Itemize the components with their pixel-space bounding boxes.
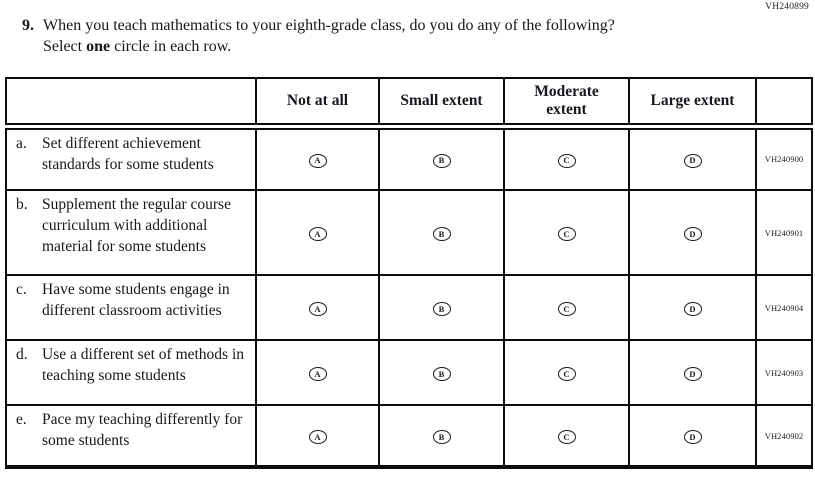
accession-code-row-c: VH240904 — [755, 274, 813, 341]
question-text-bold-one: one — [86, 38, 111, 55]
row-b-option-B[interactable]: B — [432, 226, 451, 241]
column-header-moderate-extent: Moderate extent — [503, 77, 630, 130]
column-header-not-at-all: Not at all — [255, 77, 380, 130]
row-a-option-C[interactable]: C — [557, 153, 576, 168]
question-block: 9. When you teach mathematics to your ei… — [22, 15, 662, 57]
option-cell: C — [503, 189, 630, 276]
table-row-e: e. Pace my teaching differently for some… — [5, 404, 813, 469]
row-label: Set different achievement standards for … — [42, 134, 214, 173]
question-text-part1: When you teach mathematics to your eight… — [43, 17, 615, 55]
statement-cell-a: a. Set different achievement standards f… — [5, 125, 257, 191]
option-cell: D — [628, 404, 757, 469]
response-grid: Not at all Small extent Moderate extent … — [5, 77, 813, 469]
option-cell: C — [503, 404, 630, 469]
column-header-blank — [5, 77, 257, 130]
option-cell: D — [628, 339, 757, 406]
row-b-option-C[interactable]: C — [557, 226, 576, 241]
option-cell: A — [255, 404, 380, 469]
row-c-option-C[interactable]: C — [557, 301, 576, 316]
option-cell: C — [503, 339, 630, 406]
table-row-a: a. Set different achievement standards f… — [5, 125, 813, 191]
option-cell: C — [503, 274, 630, 341]
row-letter: b. — [16, 196, 28, 213]
option-cell: D — [628, 189, 757, 276]
row-a-option-D[interactable]: D — [683, 153, 702, 168]
table-row-c: c. Have some students engage in differen… — [5, 274, 813, 341]
row-label: Have some students engage in different c… — [42, 281, 230, 319]
statement-cell-d: d. Use a different set of methods in tea… — [5, 339, 257, 406]
row-d-option-B[interactable]: B — [432, 366, 451, 381]
option-cell: D — [628, 125, 757, 191]
row-c-option-D[interactable]: D — [683, 301, 702, 316]
accession-code-row-d: VH240903 — [755, 339, 813, 406]
question-number: 9. — [22, 17, 34, 34]
option-cell: A — [255, 125, 380, 191]
option-cell: A — [255, 339, 380, 406]
row-e-option-C[interactable]: C — [557, 429, 576, 444]
row-b-option-A[interactable]: A — [308, 226, 327, 241]
option-cell: A — [255, 189, 380, 276]
grid-header-row: Not at all Small extent Moderate extent … — [5, 77, 813, 130]
option-cell: B — [378, 274, 505, 341]
row-c-option-B[interactable]: B — [432, 301, 451, 316]
accession-code-page: VH240899 — [765, 2, 809, 12]
statement-cell-c: c. Have some students engage in differen… — [5, 274, 257, 341]
row-d-option-A[interactable]: A — [308, 366, 327, 381]
row-c-option-A[interactable]: A — [308, 301, 327, 316]
accession-code-row-e: VH240902 — [755, 404, 813, 469]
column-header-label: Large extent — [650, 91, 735, 109]
table-row-d: d. Use a different set of methods in tea… — [5, 339, 813, 406]
row-a-option-B[interactable]: B — [432, 153, 451, 168]
column-header-small-extent: Small extent — [378, 77, 505, 130]
option-cell: B — [378, 404, 505, 469]
statement-cell-e: e. Pace my teaching differently for some… — [5, 404, 257, 469]
table-row-b: b. Supplement the regular course curricu… — [5, 189, 813, 276]
option-cell: C — [503, 125, 630, 191]
question-text: When you teach mathematics to your eight… — [43, 15, 628, 57]
row-letter: a. — [16, 134, 27, 152]
statement-cell-b: b. Supplement the regular course curricu… — [5, 189, 257, 276]
column-header-label: Not at all — [286, 91, 349, 109]
row-letter: d. — [16, 346, 28, 363]
row-letter: c. — [16, 281, 27, 298]
column-header-code-blank — [755, 77, 813, 130]
row-e-option-B[interactable]: B — [432, 429, 451, 444]
row-label: Use a different set of methods in teachi… — [42, 346, 245, 384]
question-text-part2: circle in each row. — [110, 38, 232, 55]
row-label: Pace my teaching differently for some st… — [42, 411, 243, 449]
row-e-option-A[interactable]: A — [308, 429, 327, 444]
option-cell: B — [378, 189, 505, 276]
row-a-option-A[interactable]: A — [308, 153, 327, 168]
option-cell: D — [628, 274, 757, 341]
option-cell: B — [378, 339, 505, 406]
accession-code-row-b: VH240901 — [755, 189, 813, 276]
accession-code-row-a: VH240900 — [755, 125, 813, 191]
row-b-option-D[interactable]: D — [683, 226, 702, 241]
column-header-large-extent: Large extent — [628, 77, 757, 130]
row-d-option-C[interactable]: C — [557, 366, 576, 381]
row-d-option-D[interactable]: D — [683, 366, 702, 381]
row-e-option-D[interactable]: D — [683, 429, 702, 444]
option-cell: A — [255, 274, 380, 341]
option-cell: B — [378, 125, 505, 191]
column-header-label: Moderate extent — [534, 82, 599, 118]
row-label: Supplement the regular course curriculum… — [42, 196, 231, 255]
column-header-label: Small extent — [400, 91, 483, 109]
row-letter: e. — [16, 411, 27, 428]
